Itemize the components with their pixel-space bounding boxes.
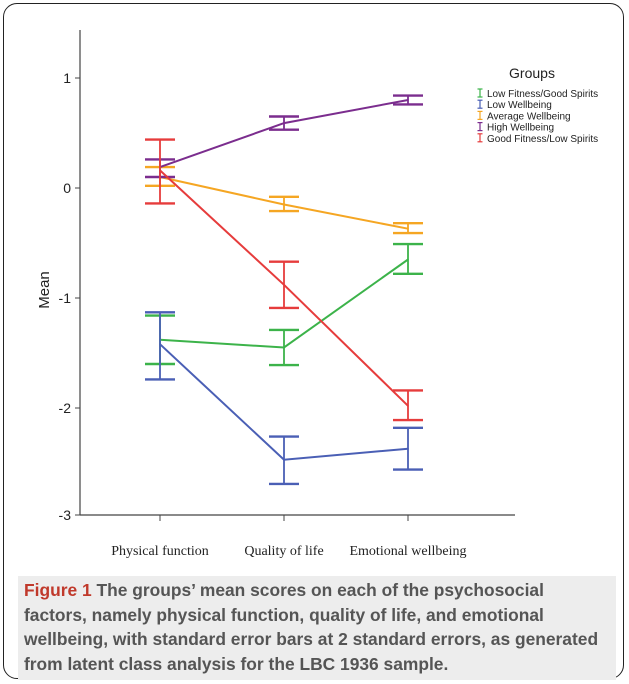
series-4 xyxy=(145,138,423,422)
data-point xyxy=(283,346,285,349)
figure-caption: Figure 1 The groups’ mean scores on each… xyxy=(18,576,616,680)
series-layer xyxy=(145,94,423,486)
chart-axes: 1 0 -1 -2 -3 Physical function Quality of life… xyxy=(59,30,515,559)
x-tick-label: Quality of life xyxy=(244,544,323,559)
legend-label: Low Wellbeing xyxy=(487,100,552,111)
y-tick-label: -3 xyxy=(59,507,72,523)
figure-frame xyxy=(3,3,624,679)
data-point xyxy=(407,258,409,261)
y-tick-label: -2 xyxy=(59,400,72,416)
data-point xyxy=(283,284,285,286)
data-point xyxy=(407,227,409,230)
legend-title: Groups xyxy=(509,65,555,81)
y-tick-label: 0 xyxy=(63,180,71,196)
data-point xyxy=(283,122,285,124)
y-tick-label: 1 xyxy=(63,70,71,86)
caption-text: The groups’ mean scores on each of the p… xyxy=(24,580,599,674)
series-0 xyxy=(145,242,423,367)
data-point xyxy=(159,169,161,172)
data-point xyxy=(407,405,409,407)
data-point xyxy=(159,343,161,346)
legend-label: Average Wellbeing xyxy=(487,111,571,122)
caption-label: Figure 1 xyxy=(24,580,92,600)
series-3 xyxy=(145,94,423,179)
legend-label: High Wellbeing xyxy=(487,123,554,134)
series-2 xyxy=(145,165,423,235)
x-tick-label: Emotional wellbeing xyxy=(349,544,466,559)
series-line xyxy=(159,99,409,169)
legend-label: Low Fitness/Good Spirits xyxy=(487,89,598,100)
legend-label: Good Fitness/Low Spirits xyxy=(487,134,598,145)
data-point xyxy=(407,447,409,450)
data-point xyxy=(407,99,409,101)
x-tick-label: Physical function xyxy=(111,544,209,559)
line-chart: Mean 1 0 -1 -2 -3 Physical function Quality of… xyxy=(36,30,598,559)
data-point xyxy=(283,203,285,206)
data-point xyxy=(283,458,285,461)
y-tick-label: -1 xyxy=(59,290,72,306)
series-1 xyxy=(145,311,423,486)
y-axis-label: Mean xyxy=(36,271,53,309)
